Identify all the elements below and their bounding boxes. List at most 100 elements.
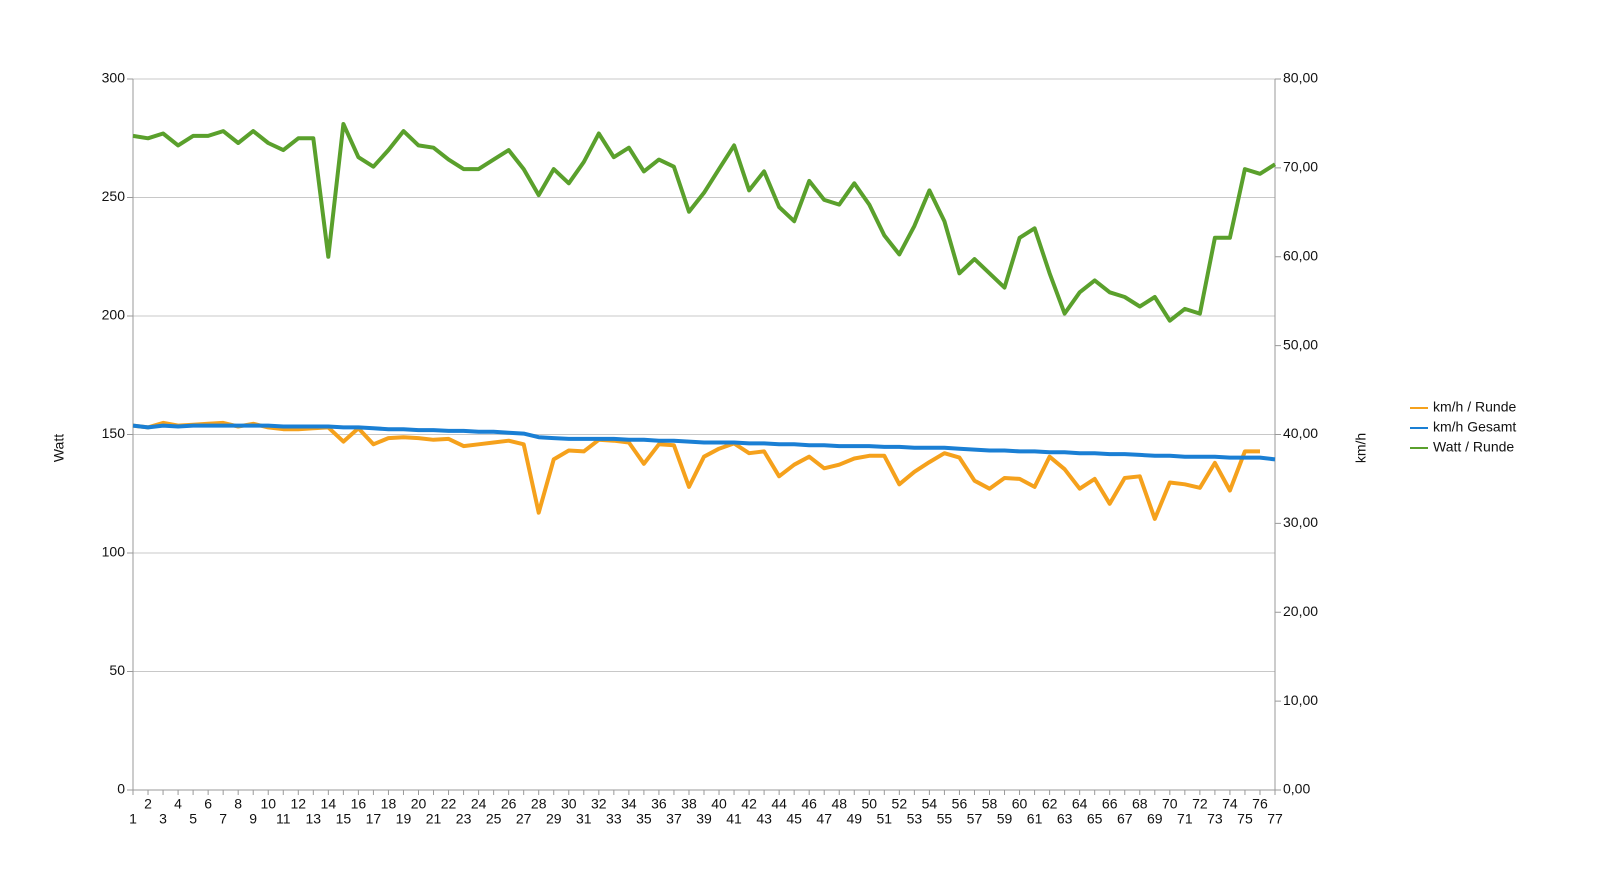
legend-label: Watt / Runde — [1433, 439, 1514, 455]
x-tick-label: 68 — [1132, 796, 1148, 812]
legend-label: km/h / Runde — [1433, 399, 1516, 415]
y-tick-label: 250 — [102, 188, 126, 204]
x-tick-label: 57 — [967, 811, 983, 827]
x-tick-label: 49 — [846, 811, 862, 827]
x-tick-label: 21 — [426, 811, 442, 827]
x-tick-label: 61 — [1027, 811, 1043, 827]
x-tick-label: 19 — [396, 811, 412, 827]
y-tick-label: 0 — [117, 781, 125, 797]
x-tick-label: 35 — [636, 811, 652, 827]
x-tick-label: 66 — [1102, 796, 1118, 812]
x-tick-label: 63 — [1057, 811, 1073, 827]
x-tick-label: 36 — [651, 796, 667, 812]
y2-tick-label: 70,00 — [1283, 159, 1318, 175]
y2-tick-label: 0,00 — [1283, 781, 1310, 797]
legend-label: km/h Gesamt — [1433, 419, 1516, 435]
y2-axis-title: km/h — [1353, 433, 1369, 463]
x-tick-label: 24 — [471, 796, 487, 812]
x-tick-label: 37 — [666, 811, 682, 827]
x-tick-label: 38 — [681, 796, 697, 812]
x-tick-label: 6 — [204, 796, 212, 812]
x-tick-label: 14 — [321, 796, 337, 812]
x-tick-label: 33 — [606, 811, 622, 827]
x-tick-label: 29 — [546, 811, 562, 827]
x-tick-label: 4 — [174, 796, 182, 812]
y-tick-label: 150 — [102, 425, 126, 441]
series-line — [132, 423, 1276, 462]
x-tick-label: 20 — [411, 796, 427, 812]
x-tick-label: 47 — [816, 811, 832, 827]
x-tick-label: 12 — [291, 796, 307, 812]
x-tick-label: 52 — [892, 796, 908, 812]
x-tick-label: 60 — [1012, 796, 1028, 812]
x-tick-label: 18 — [381, 796, 397, 812]
x-tick-label: 64 — [1072, 796, 1088, 812]
x-tick-label: 27 — [516, 811, 532, 827]
y2-tick-label: 80,00 — [1283, 70, 1318, 86]
x-tick-label: 1 — [129, 811, 137, 827]
y-axis-title: Watt — [51, 434, 67, 462]
x-tick-label: 15 — [336, 811, 352, 827]
x-tick-label: 75 — [1237, 811, 1253, 827]
x-tick-label: 67 — [1117, 811, 1133, 827]
x-tick-label: 58 — [982, 796, 998, 812]
x-tick-label: 72 — [1192, 796, 1208, 812]
y-tick-label: 100 — [102, 544, 126, 560]
x-tick-label: 2 — [144, 796, 152, 812]
y2-tick-label: 20,00 — [1283, 603, 1318, 619]
x-tick-label: 8 — [234, 796, 242, 812]
x-tick-label: 43 — [756, 811, 772, 827]
x-tick-label: 28 — [531, 796, 547, 812]
series-line — [132, 122, 1277, 323]
y-tick-label: 200 — [102, 307, 126, 323]
x-tick-label: 22 — [441, 796, 457, 812]
x-tick-label: 10 — [260, 796, 276, 812]
x-tick-label: 45 — [786, 811, 802, 827]
x-tick-label: 53 — [907, 811, 923, 827]
y2-tick-label: 40,00 — [1283, 425, 1318, 441]
series-line — [132, 420, 1260, 521]
y2-tick-label: 60,00 — [1283, 247, 1318, 263]
x-tick-label: 11 — [276, 811, 291, 827]
x-tick-label: 26 — [501, 796, 517, 812]
x-tick-label: 48 — [831, 796, 847, 812]
x-tick-label: 76 — [1252, 796, 1268, 812]
x-tick-label: 42 — [741, 796, 757, 812]
x-tick-label: 54 — [922, 796, 938, 812]
x-tick-label: 30 — [561, 796, 577, 812]
y2-tick-label: 10,00 — [1283, 692, 1318, 708]
x-tick-label: 9 — [249, 811, 257, 827]
x-tick-label: 44 — [771, 796, 787, 812]
x-tick-label: 55 — [937, 811, 953, 827]
x-tick-label: 31 — [576, 811, 592, 827]
x-tick-label: 70 — [1162, 796, 1178, 812]
x-tick-label: 46 — [801, 796, 817, 812]
y2-tick-label: 30,00 — [1283, 514, 1318, 530]
y2-tick-label: 50,00 — [1283, 336, 1318, 352]
x-tick-label: 77 — [1267, 811, 1283, 827]
x-tick-label: 13 — [306, 811, 322, 827]
x-tick-label: 59 — [997, 811, 1013, 827]
x-tick-label: 17 — [366, 811, 382, 827]
x-tick-label: 5 — [189, 811, 197, 827]
x-tick-label: 65 — [1087, 811, 1103, 827]
x-tick-label: 73 — [1207, 811, 1223, 827]
x-tick-label: 34 — [621, 796, 637, 812]
x-tick-label: 41 — [726, 811, 742, 827]
x-tick-label: 69 — [1147, 811, 1163, 827]
y-tick-label: 50 — [109, 662, 125, 678]
x-tick-label: 16 — [351, 796, 367, 812]
x-tick-label: 50 — [862, 796, 878, 812]
x-tick-label: 56 — [952, 796, 968, 812]
x-tick-label: 62 — [1042, 796, 1058, 812]
x-tick-label: 3 — [159, 811, 167, 827]
x-tick-label: 39 — [696, 811, 712, 827]
x-tick-label: 32 — [591, 796, 607, 812]
x-tick-label: 23 — [456, 811, 472, 827]
y-tick-label: 300 — [102, 70, 126, 86]
x-tick-label: 25 — [486, 811, 502, 827]
x-tick-label: 51 — [877, 811, 893, 827]
x-tick-label: 74 — [1222, 796, 1238, 812]
x-tick-label: 40 — [711, 796, 727, 812]
